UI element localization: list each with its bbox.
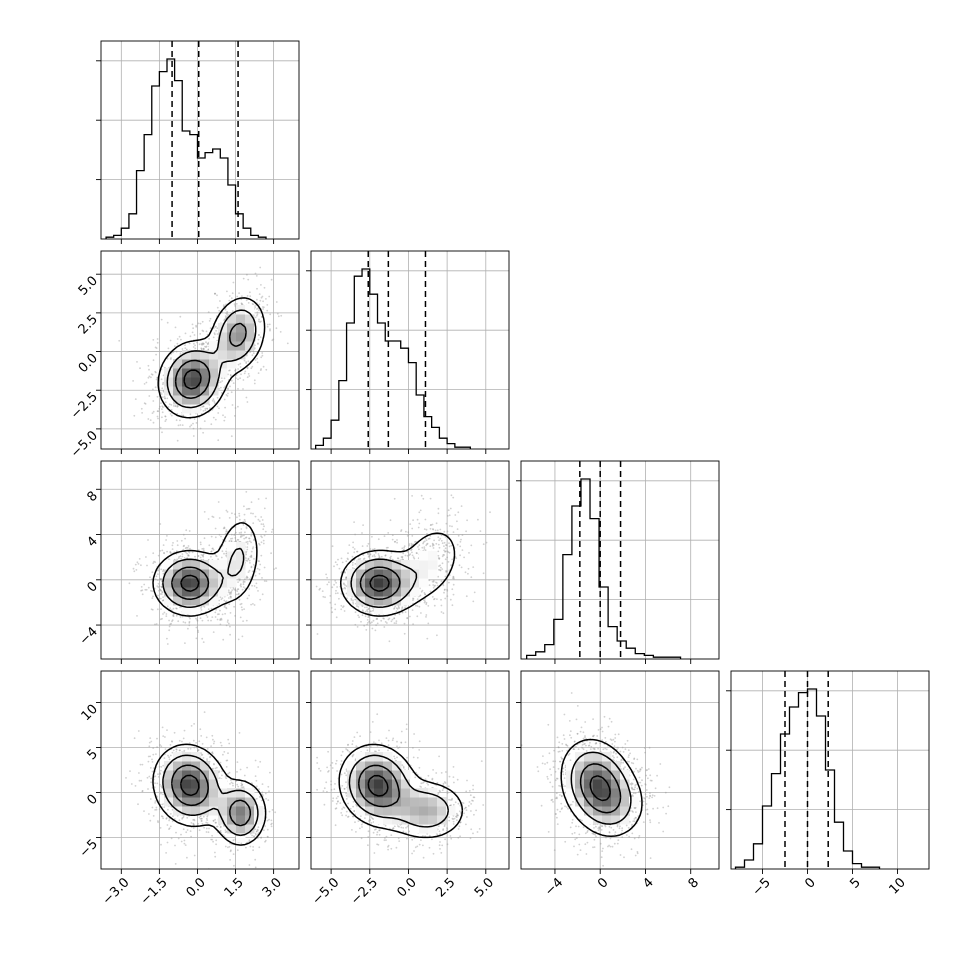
y-tick-label: 8	[84, 489, 100, 505]
histogram-bars	[526, 478, 682, 659]
panel-frame	[730, 670, 930, 870]
panel-frame	[310, 250, 510, 450]
contour-level	[166, 309, 257, 409]
panel-frame	[100, 40, 300, 240]
contour-level	[152, 743, 267, 846]
panel-frame	[520, 460, 720, 660]
panel-frame	[100, 250, 300, 450]
pair-panel-2-3: −4 0 4 8	[516, 670, 720, 899]
x-tick-label: −4	[542, 875, 566, 899]
y-tick-label: −5	[77, 837, 101, 861]
histogram-panel-0	[96, 40, 300, 244]
x-tick-label: 0.0	[184, 875, 209, 900]
histogram-panel-1	[306, 250, 510, 454]
y-tick-label: 0	[84, 579, 100, 595]
x-tick-label: 3.0	[260, 875, 285, 900]
density-layer	[118, 266, 289, 442]
contour-level	[350, 558, 418, 609]
contour-level	[357, 764, 400, 808]
y-tick-label: 0	[84, 792, 100, 808]
density-shading	[164, 305, 264, 414]
density-layer	[315, 494, 491, 643]
contour-lines	[157, 297, 266, 419]
panel-frame	[310, 460, 510, 660]
x-tick-label: −1.5	[138, 875, 171, 908]
panel-frame	[100, 460, 300, 660]
x-tick-label: 1.5	[222, 875, 247, 900]
contour-level	[339, 532, 456, 617]
pair-panel-1-2	[306, 460, 510, 664]
contour-lines	[152, 743, 267, 846]
x-tick-label: 0.0	[395, 875, 420, 900]
density-layer	[521, 692, 671, 869]
pair-panel-0-2: −4 0 4 8	[77, 460, 300, 664]
contour-level	[174, 322, 247, 400]
contour-level	[367, 774, 389, 797]
y-tick-label: 5.0	[76, 273, 101, 298]
contour-level	[359, 566, 401, 600]
y-tick-label: 10	[79, 702, 101, 724]
density-shading	[164, 542, 246, 615]
x-tick-label: 4	[640, 875, 656, 891]
contour-level	[152, 522, 258, 617]
contour-level	[338, 743, 464, 839]
pair-panel-0-3: −3.0 −1.5 0.0 1.5 3.0 −5 0 5 10	[77, 670, 300, 908]
y-tick-label: −5.0	[68, 428, 101, 461]
x-tick-label: 5.0	[472, 875, 497, 900]
contour-level	[560, 738, 643, 838]
x-tick-label: 0	[802, 875, 818, 891]
panel-frame	[310, 670, 510, 870]
panel-frame	[100, 670, 300, 870]
contour-level	[157, 297, 266, 419]
histogram-bars	[314, 268, 471, 449]
x-tick-label: 0	[595, 875, 611, 891]
contour-lines	[560, 738, 643, 838]
x-tick-label: −5.0	[309, 875, 342, 908]
x-tick-label: −3.0	[100, 875, 133, 908]
contour-level	[162, 547, 245, 609]
contour-lines	[338, 743, 464, 839]
contour-level	[162, 754, 259, 837]
density-shading	[164, 752, 264, 843]
density-layer	[125, 711, 277, 869]
y-tick-label: 5	[84, 747, 100, 763]
density-layer	[128, 491, 277, 645]
density-layer	[316, 713, 485, 859]
contour-level	[183, 369, 202, 390]
contour-level	[348, 754, 450, 828]
histogram-panel-3: −5 0 5 10	[726, 670, 930, 899]
y-tick-label: 2.5	[76, 312, 101, 337]
pair-panel-0-1: −5.0 −2.5 0.0 2.5 5.0	[68, 250, 300, 461]
y-tick-label: −2.5	[68, 390, 101, 423]
panel-frame	[520, 670, 720, 870]
x-tick-label: −5	[750, 875, 774, 899]
x-tick-label: 2.5	[433, 875, 458, 900]
contour-level	[180, 774, 200, 797]
contour-level	[171, 764, 252, 827]
x-tick-label: 10	[887, 875, 909, 897]
contour-level	[369, 574, 390, 592]
contour-level	[171, 566, 210, 600]
histogram-bars	[105, 58, 267, 239]
contour-lines	[152, 522, 258, 617]
y-tick-label: 0.0	[76, 351, 101, 376]
y-tick-label: 4	[84, 534, 100, 550]
x-tick-label: 8	[686, 875, 702, 891]
contour-level	[579, 763, 622, 814]
histogram-panel-2	[516, 460, 720, 664]
contour-level	[570, 751, 632, 825]
y-tick-label: −4	[77, 624, 101, 648]
pair-panel-1-3: −5.0 −2.5 0.0 2.5 5.0	[306, 670, 510, 908]
contour-lines	[339, 532, 456, 617]
contour-level	[180, 574, 200, 592]
x-tick-label: 5	[847, 875, 863, 891]
contour-level	[589, 775, 611, 802]
x-tick-label: −2.5	[348, 875, 381, 908]
